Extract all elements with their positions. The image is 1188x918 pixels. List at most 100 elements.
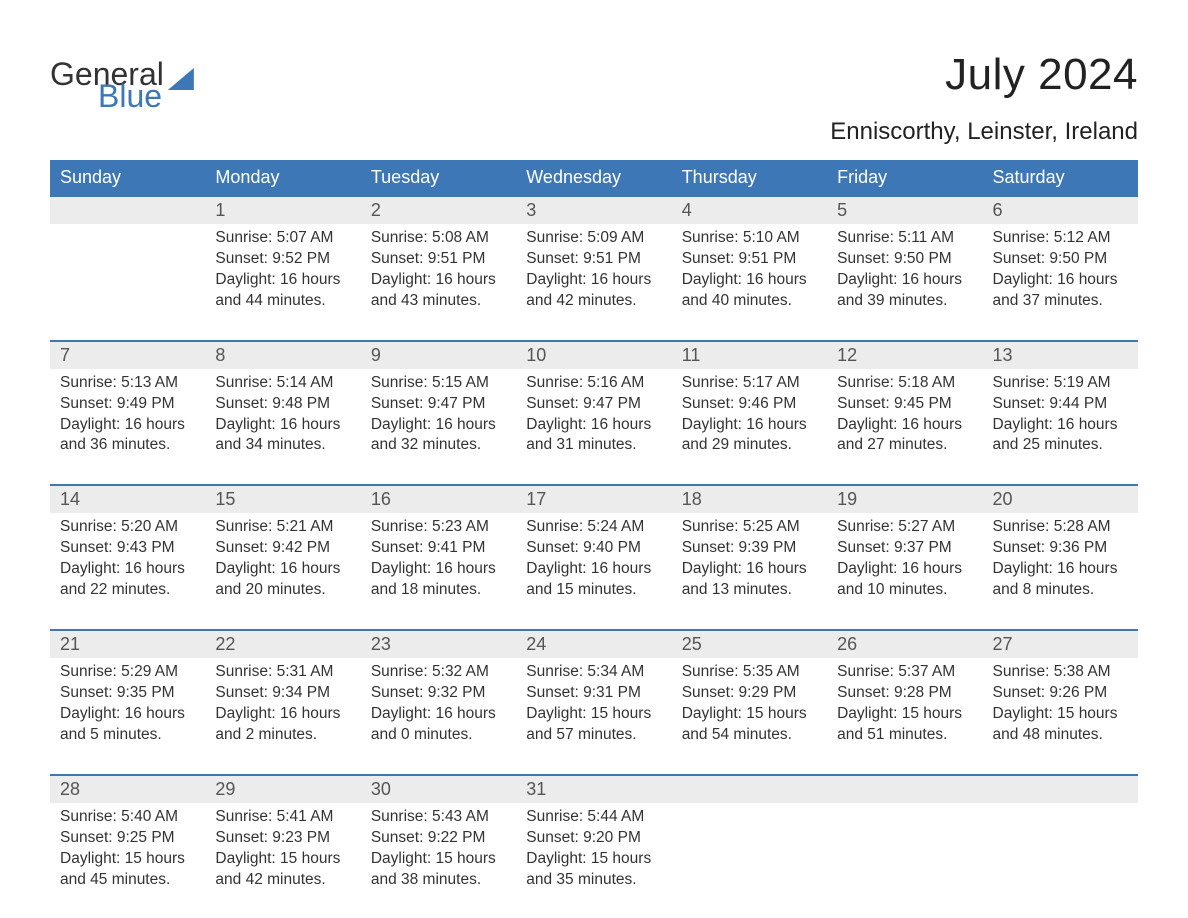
day-number-cell: 7 <box>50 341 205 369</box>
daylight-text-2: and 35 minutes. <box>526 870 661 891</box>
day-data-cell: Sunrise: 5:13 AMSunset: 9:49 PMDaylight:… <box>50 369 205 486</box>
daylight-text-1: Daylight: 15 hours <box>993 704 1128 725</box>
daylight-text-2: and 37 minutes. <box>993 291 1128 312</box>
daylight-text-1: Daylight: 16 hours <box>371 415 506 436</box>
day-data-cell: Sunrise: 5:23 AMSunset: 9:41 PMDaylight:… <box>361 513 516 630</box>
location: Enniscorthy, Leinster, Ireland <box>50 118 1138 146</box>
sunset-text: Sunset: 9:42 PM <box>215 538 350 559</box>
daylight-text-2: and 54 minutes. <box>682 725 817 746</box>
sunrise-text: Sunrise: 5:07 AM <box>215 228 350 249</box>
sunset-text: Sunset: 9:28 PM <box>837 683 972 704</box>
week-data-row: Sunrise: 5:13 AMSunset: 9:49 PMDaylight:… <box>50 369 1138 486</box>
daylight-text-1: Daylight: 16 hours <box>993 559 1128 580</box>
daylight-text-2: and 38 minutes. <box>371 870 506 891</box>
week-data-row: Sunrise: 5:29 AMSunset: 9:35 PMDaylight:… <box>50 658 1138 775</box>
sunrise-text: Sunrise: 5:09 AM <box>526 228 661 249</box>
daylight-text-2: and 29 minutes. <box>682 435 817 456</box>
day-header: Wednesday <box>516 160 671 196</box>
logo-word-2: Blue <box>98 80 164 112</box>
day-data-cell: Sunrise: 5:21 AMSunset: 9:42 PMDaylight:… <box>205 513 360 630</box>
daylight-text-2: and 51 minutes. <box>837 725 972 746</box>
daylight-text-2: and 5 minutes. <box>60 725 195 746</box>
day-number-cell: 16 <box>361 485 516 513</box>
sunset-text: Sunset: 9:50 PM <box>837 249 972 270</box>
day-data-cell: Sunrise: 5:29 AMSunset: 9:35 PMDaylight:… <box>50 658 205 775</box>
day-data-cell: Sunrise: 5:38 AMSunset: 9:26 PMDaylight:… <box>983 658 1138 775</box>
week-data-row: Sunrise: 5:07 AMSunset: 9:52 PMDaylight:… <box>50 224 1138 341</box>
sunset-text: Sunset: 9:39 PM <box>682 538 817 559</box>
sunset-text: Sunset: 9:34 PM <box>215 683 350 704</box>
sunset-text: Sunset: 9:25 PM <box>60 828 195 849</box>
day-number-cell: 19 <box>827 485 982 513</box>
day-data-cell: Sunrise: 5:15 AMSunset: 9:47 PMDaylight:… <box>361 369 516 486</box>
day-number-cell: 1 <box>205 196 360 224</box>
sunrise-text: Sunrise: 5:38 AM <box>993 662 1128 683</box>
daylight-text-1: Daylight: 16 hours <box>682 415 817 436</box>
sunset-text: Sunset: 9:32 PM <box>371 683 506 704</box>
day-data-cell: Sunrise: 5:18 AMSunset: 9:45 PMDaylight:… <box>827 369 982 486</box>
daylight-text-2: and 15 minutes. <box>526 580 661 601</box>
daylight-text-2: and 22 minutes. <box>60 580 195 601</box>
day-number-cell <box>983 775 1138 803</box>
day-number-cell: 15 <box>205 485 360 513</box>
daylight-text-2: and 18 minutes. <box>371 580 506 601</box>
sunrise-text: Sunrise: 5:37 AM <box>837 662 972 683</box>
day-data-cell: Sunrise: 5:17 AMSunset: 9:46 PMDaylight:… <box>672 369 827 486</box>
day-data-cell: Sunrise: 5:44 AMSunset: 9:20 PMDaylight:… <box>516 803 671 918</box>
sunrise-text: Sunrise: 5:43 AM <box>371 807 506 828</box>
day-data-cell: Sunrise: 5:19 AMSunset: 9:44 PMDaylight:… <box>983 369 1138 486</box>
day-data-cell: Sunrise: 5:35 AMSunset: 9:29 PMDaylight:… <box>672 658 827 775</box>
daylight-text-2: and 8 minutes. <box>993 580 1128 601</box>
day-data-cell: Sunrise: 5:40 AMSunset: 9:25 PMDaylight:… <box>50 803 205 918</box>
daylight-text-2: and 0 minutes. <box>371 725 506 746</box>
day-number-cell: 29 <box>205 775 360 803</box>
daylight-text-1: Daylight: 16 hours <box>993 415 1128 436</box>
sunrise-text: Sunrise: 5:27 AM <box>837 517 972 538</box>
daylight-text-1: Daylight: 15 hours <box>837 704 972 725</box>
sunrise-text: Sunrise: 5:15 AM <box>371 373 506 394</box>
sunrise-text: Sunrise: 5:41 AM <box>215 807 350 828</box>
daylight-text-2: and 57 minutes. <box>526 725 661 746</box>
day-number-cell: 11 <box>672 341 827 369</box>
day-number-cell: 21 <box>50 630 205 658</box>
sunset-text: Sunset: 9:22 PM <box>371 828 506 849</box>
day-header: Thursday <box>672 160 827 196</box>
day-data-cell: Sunrise: 5:31 AMSunset: 9:34 PMDaylight:… <box>205 658 360 775</box>
daylight-text-1: Daylight: 16 hours <box>60 559 195 580</box>
week-daynum-row: 78910111213 <box>50 341 1138 369</box>
daylight-text-2: and 45 minutes. <box>60 870 195 891</box>
daylight-text-1: Daylight: 16 hours <box>526 415 661 436</box>
day-number-cell: 4 <box>672 196 827 224</box>
sunset-text: Sunset: 9:51 PM <box>526 249 661 270</box>
day-number-cell: 17 <box>516 485 671 513</box>
sunset-text: Sunset: 9:44 PM <box>993 394 1128 415</box>
daylight-text-1: Daylight: 16 hours <box>993 270 1128 291</box>
logo-sail-icon <box>168 68 194 90</box>
sunrise-text: Sunrise: 5:10 AM <box>682 228 817 249</box>
day-number-cell: 14 <box>50 485 205 513</box>
sunset-text: Sunset: 9:20 PM <box>526 828 661 849</box>
daylight-text-1: Daylight: 16 hours <box>682 270 817 291</box>
week-daynum-row: 21222324252627 <box>50 630 1138 658</box>
sunrise-text: Sunrise: 5:11 AM <box>837 228 972 249</box>
week-daynum-row: 123456 <box>50 196 1138 224</box>
day-number-cell: 27 <box>983 630 1138 658</box>
day-data-cell: Sunrise: 5:16 AMSunset: 9:47 PMDaylight:… <box>516 369 671 486</box>
day-data-cell: Sunrise: 5:43 AMSunset: 9:22 PMDaylight:… <box>361 803 516 918</box>
day-data-cell: Sunrise: 5:28 AMSunset: 9:36 PMDaylight:… <box>983 513 1138 630</box>
daylight-text-2: and 31 minutes. <box>526 435 661 456</box>
day-number-cell: 12 <box>827 341 982 369</box>
sunset-text: Sunset: 9:45 PM <box>837 394 972 415</box>
daylight-text-1: Daylight: 16 hours <box>60 415 195 436</box>
sunrise-text: Sunrise: 5:25 AM <box>682 517 817 538</box>
day-number-cell: 26 <box>827 630 982 658</box>
day-data-cell <box>827 803 982 918</box>
sunrise-text: Sunrise: 5:44 AM <box>526 807 661 828</box>
day-data-cell: Sunrise: 5:34 AMSunset: 9:31 PMDaylight:… <box>516 658 671 775</box>
daylight-text-1: Daylight: 15 hours <box>526 849 661 870</box>
daylight-text-2: and 42 minutes. <box>215 870 350 891</box>
day-number-cell: 30 <box>361 775 516 803</box>
sunset-text: Sunset: 9:41 PM <box>371 538 506 559</box>
sunset-text: Sunset: 9:47 PM <box>371 394 506 415</box>
sunset-text: Sunset: 9:51 PM <box>371 249 506 270</box>
